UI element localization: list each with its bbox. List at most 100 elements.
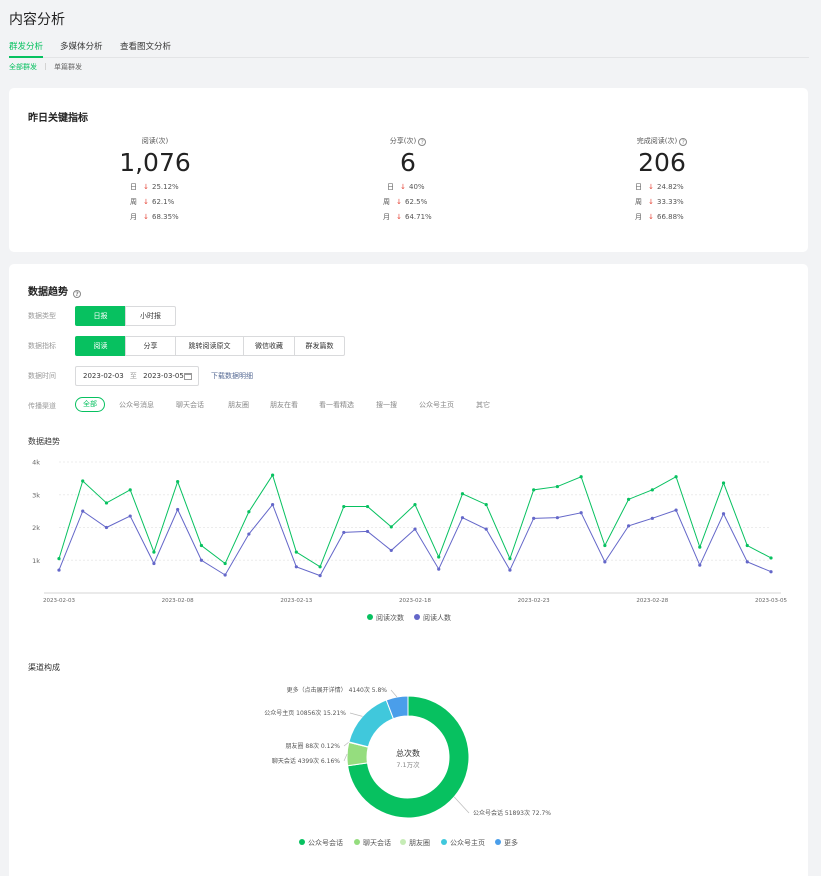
series-users-point [650,516,654,520]
compare-row: 周 ↓ 33.33% [635,198,684,206]
key-metrics-card: 昨日关键指标 [9,88,808,252]
subtab-all[interactable]: 全部群发 [9,63,37,71]
btn-metric-original[interactable]: 跳转阅读原文 [175,336,244,356]
compare-row: 月 ↓ 68.35% [130,213,179,221]
btn-metric-read[interactable]: 阅读 [75,336,126,356]
page-header: 内容分析 群发分析 多媒体分析 查看图文分析 全部群发 单篇群发 [0,0,821,82]
series-reads-point [81,479,85,483]
series-reads-point [674,475,678,479]
series-reads-point [508,557,512,561]
help-icon[interactable]: ? [679,138,688,146]
series-reads-point [294,550,298,554]
series-reads-point [223,561,227,566]
x-tick-label: 2023-02-03 [43,598,75,604]
tab-multimedia[interactable]: 多媒体分析 [60,42,103,52]
pie-legend-item[interactable]: 聊天会话 [354,838,391,848]
subtab-divider [45,63,46,70]
down-arrow-icon: ↓ [396,198,402,206]
series-reads-point [271,473,275,477]
series-reads-line [58,473,772,568]
series-users-point [271,502,275,507]
down-arrow-icon: ↓ [400,183,406,191]
series-users-point [342,530,346,535]
legend-marker [400,839,406,845]
series-reads-point [769,556,773,560]
legend-label: 公众号主页 [450,839,485,847]
down-arrow-icon: ↓ [143,183,149,191]
series-users-point [318,574,322,578]
series-reads-point [365,504,370,509]
pie-legend-item[interactable]: 公众号会话 [299,838,343,848]
pie-legend-item[interactable]: 朋友圈 [400,838,430,848]
tab-view-article[interactable]: 查看图文分析 [120,42,172,52]
channel-label: 传播渠道 [28,402,56,410]
y-tick-label: 2k [32,524,40,532]
btn-metric-favorite[interactable]: 微信收藏 [243,336,295,356]
down-arrow-icon: ↓ [396,213,402,221]
donut-center-value: 7.1万次 [396,760,420,769]
compare-row: 周 ↓ 62.5% [383,198,428,206]
series-users-point [247,532,251,536]
tab-mass-send[interactable]: 群发分析 [9,42,44,58]
down-arrow-icon: ↓ [143,213,149,221]
channel-chat[interactable]: 聊天会话 [176,401,204,409]
channel-search[interactable]: 搜一搜 [376,401,397,409]
series-users-point [484,527,488,531]
series-users-point [769,570,773,574]
compare-row: 月 ↓ 64.71% [383,213,432,221]
series-users-line [58,503,772,577]
series-reads-point [413,502,417,507]
btn-metric-share[interactable]: 分享 [125,336,176,356]
date-end: 2023-03-05 [143,372,184,380]
series-users-point [294,565,298,569]
down-arrow-icon: ↓ [648,183,654,191]
subtab-single[interactable]: 单篇群发 [54,63,82,71]
legend-reads-marker [367,614,373,620]
pie-legend-item[interactable]: 更多 [495,838,518,848]
compare-row: 日 ↓ 25.12% [130,183,179,191]
legend-marker [299,839,305,845]
metric-completed-reads: 完成阅读(次)? 206 [582,136,742,178]
data-type-label: 数据类型 [28,312,56,320]
series-reads-point [342,504,346,509]
legend-label: 更多 [504,839,518,847]
channel-other[interactable]: 其它 [476,401,490,409]
help-icon[interactable]: ? [73,290,81,298]
series-reads-point [579,475,583,479]
date-range-picker[interactable]: 2023-02-03 至 2023-03-05 [75,366,199,386]
series-reads-point [176,480,180,484]
channel-all[interactable]: 全部 [75,397,105,412]
series-users-point [460,516,465,520]
down-arrow-icon: ↓ [648,198,654,206]
series-reads-point [199,543,203,548]
series-reads-point [152,550,156,554]
x-tick-label: 2023-02-18 [399,598,431,604]
btn-metric-count[interactable]: 群发篇数 [294,336,345,356]
btn-daily[interactable]: 日报 [75,306,126,326]
pie-leader-line [453,796,470,814]
channel-friends-watching[interactable]: 朋友在看 [270,401,298,409]
series-users-point [199,558,203,562]
legend-label: 聊天会话 [363,839,391,847]
series-reads-point [104,501,109,505]
channel-moments[interactable]: 朋友圈 [228,401,249,409]
series-users-point [579,511,583,515]
legend-users-marker [414,614,420,620]
channel-official-msg[interactable]: 公众号消息 [119,401,154,409]
series-reads-point [484,502,488,507]
pie-slice-label: 公众号会话 51893次 72.7% [473,809,551,817]
channel-top-stories[interactable]: 看一看精选 [319,401,354,409]
compare-row: 日 ↓ 40% [387,183,425,191]
series-reads-point [247,510,251,514]
pie-legend-item[interactable]: 公众号主页 [441,838,485,848]
series-reads-point [555,484,560,489]
help-icon[interactable]: ? [418,138,427,146]
download-link[interactable]: 下载数据明细 [211,372,253,380]
channel-homepage[interactable]: 公众号主页 [419,401,454,409]
data-time-label: 数据时间 [28,372,56,380]
y-tick-label: 4k [32,459,40,467]
y-tick-label: 1k [32,557,40,565]
down-arrow-icon: ↓ [143,198,149,206]
compare-row: 日 ↓ 24.82% [635,183,684,191]
btn-hourly[interactable]: 小时报 [125,306,176,326]
